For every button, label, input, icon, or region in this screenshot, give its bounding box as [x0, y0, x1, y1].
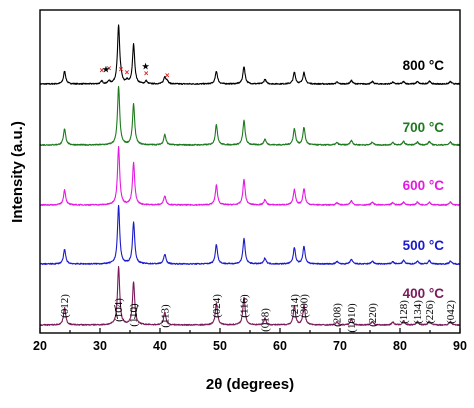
peak-label: (214): [289, 294, 301, 318]
impurity-x-marker: ×: [144, 69, 149, 78]
peak-label: (012): [59, 294, 71, 318]
series-label: 700 °C: [403, 120, 445, 135]
x-tick-label: 80: [393, 339, 407, 353]
impurity-star-marker: ★: [102, 65, 110, 74]
series-labels: 800 °C 700 °C 600 °C 500 °C 400 °C: [403, 58, 445, 301]
impurity-x-marker: ×: [107, 64, 112, 73]
series-label: 400 °C: [403, 286, 445, 301]
peak-label: (116): [239, 294, 251, 318]
x-tick-label: 40: [153, 339, 167, 353]
peak-label-leader: [114, 304, 118, 320]
series-line: [39, 24, 461, 86]
peak-label: (220): [367, 303, 379, 327]
x-tick-label: 50: [213, 339, 227, 353]
x-tick-label: 70: [333, 339, 347, 353]
series-label: 600 °C: [403, 178, 445, 193]
peak-label: (134): [412, 300, 424, 324]
impurity-x-marker: ×: [165, 71, 170, 80]
series-label: 500 °C: [403, 238, 445, 253]
peak-label-leader: [134, 304, 138, 320]
impurity-x-marker: ×: [125, 68, 130, 77]
x-tick-label: 20: [33, 339, 47, 353]
y-axis-title: Intensity (a.u.): [9, 121, 26, 223]
series-line: [39, 85, 461, 147]
peak-label: (042): [445, 300, 457, 324]
x-axis-ticks: 20 30 40 50 60 70 80 90: [33, 328, 467, 353]
x-axis-title: 2θ (degrees): [206, 376, 294, 393]
peak-label: (113): [159, 304, 171, 328]
plot-frame: [39, 9, 461, 334]
x-tick-label: 90: [453, 339, 467, 353]
impurity-markers: × × × × × ×★ ★: [99, 62, 169, 80]
impurity-x-marker: ×: [99, 66, 104, 75]
impurity-star-marker: ★: [142, 62, 150, 71]
peak-label: (110): [128, 303, 140, 327]
series-traces: [39, 24, 461, 327]
x-tick-label: 60: [273, 339, 287, 353]
series-line: [39, 204, 461, 265]
series-line: [39, 266, 461, 327]
peak-label: (208): [332, 303, 344, 327]
x-tick-label: 30: [93, 339, 107, 353]
series-line: [39, 145, 461, 206]
impurity-x-marker: ×: [119, 65, 124, 74]
peak-label: (226): [424, 300, 436, 324]
peak-label: (024): [211, 294, 223, 318]
peak-label: (018): [260, 308, 272, 332]
peak-label: (1010): [346, 303, 358, 333]
peak-labels: (012) (104) (110) (113) (024) (116) (018) (214)…: [59, 294, 457, 333]
series-label: 800 °C: [403, 58, 445, 73]
peak-label: (104): [113, 298, 125, 322]
peak-label: (300): [299, 294, 311, 318]
peak-label: (128): [398, 300, 410, 324]
